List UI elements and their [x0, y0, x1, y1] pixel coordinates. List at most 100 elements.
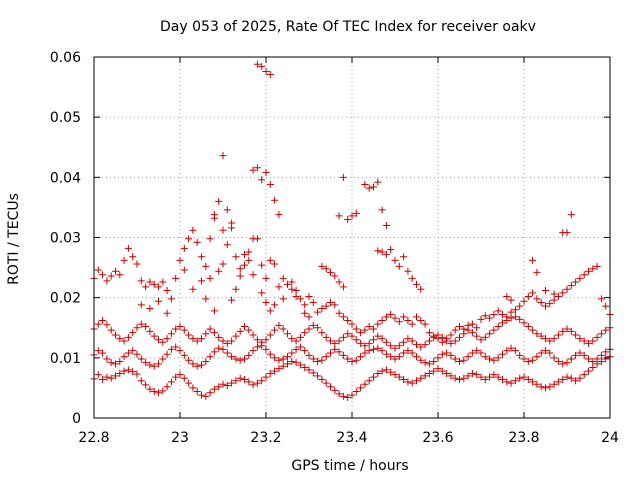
- data-point: [193, 388, 201, 396]
- data-point: [370, 345, 377, 353]
- data-point: [533, 380, 541, 388]
- data-point: [361, 380, 369, 388]
- data-point: [305, 313, 313, 321]
- data-point: [503, 347, 511, 355]
- data-point: [473, 347, 481, 355]
- data-point: [395, 262, 403, 270]
- data-point: [120, 353, 128, 361]
- data-point: [335, 278, 343, 286]
- data-point: [232, 285, 240, 293]
- data-point: [275, 321, 283, 329]
- data-point: [559, 289, 567, 297]
- data-point: [279, 295, 287, 303]
- data-point: [331, 386, 339, 394]
- data-point: [576, 335, 584, 343]
- data-point: [486, 355, 494, 363]
- data-point: [404, 378, 412, 386]
- data-point: [348, 212, 356, 220]
- data-point: [120, 367, 128, 375]
- data-point: [567, 355, 575, 363]
- data-point: [245, 326, 253, 334]
- data-point: [597, 351, 605, 359]
- data-point: [567, 374, 575, 382]
- data-point: [292, 337, 300, 345]
- data-point: [103, 373, 111, 381]
- data-point: [223, 339, 231, 347]
- data-point: [327, 268, 334, 276]
- data-point: [266, 331, 274, 339]
- data-point: [391, 371, 399, 379]
- data-point: [408, 349, 416, 357]
- data-point: [348, 357, 356, 365]
- data-point: [120, 256, 128, 264]
- data-point: [335, 309, 343, 317]
- data-point: [352, 209, 360, 217]
- data-point: [210, 214, 218, 222]
- data-point: [253, 235, 261, 243]
- chart-title: Day 053 of 2025, Rate Of TEC Index for r…: [160, 19, 536, 35]
- data-point: [137, 301, 145, 309]
- data-point: [443, 349, 451, 357]
- data-point: [146, 327, 154, 335]
- data-point: [288, 278, 296, 286]
- data-point: [378, 248, 386, 256]
- data-point: [580, 351, 588, 359]
- data-point: [198, 361, 205, 369]
- data-point: [271, 367, 279, 375]
- data-point: [309, 369, 317, 377]
- data-point: [585, 267, 592, 275]
- data-point: [425, 337, 433, 345]
- data-point: [215, 344, 223, 352]
- data-point: [511, 306, 519, 314]
- data-point: [520, 319, 528, 327]
- data-point: [602, 355, 610, 363]
- data-point: [262, 336, 270, 344]
- data-point: [314, 308, 322, 316]
- data-point: [322, 353, 330, 361]
- data-point: [542, 384, 549, 392]
- data-point: [228, 296, 236, 304]
- data-point: [481, 312, 489, 320]
- data-point: [554, 292, 562, 300]
- data-point: [585, 355, 592, 363]
- data-point: [503, 378, 511, 386]
- data-point: [327, 383, 334, 391]
- data-point: [322, 265, 330, 273]
- data-point: [133, 350, 141, 358]
- data-point: [185, 379, 193, 387]
- data-point: [245, 378, 253, 386]
- data-point: [550, 380, 558, 388]
- data-point: [374, 320, 382, 328]
- data-point: [572, 377, 580, 385]
- data-point: [189, 384, 197, 392]
- data-point: [107, 359, 115, 367]
- data-point: [468, 329, 476, 337]
- data-point: [486, 373, 494, 381]
- data-point: [288, 357, 296, 365]
- data-point: [524, 375, 532, 383]
- data-point: [159, 338, 167, 346]
- data-point: [344, 355, 352, 363]
- data-point: [572, 278, 580, 286]
- data-point: [275, 283, 283, 291]
- data-point: [99, 375, 107, 383]
- data-point: [477, 336, 485, 344]
- data-points: [90, 60, 614, 402]
- data-point: [124, 333, 132, 341]
- data-point: [133, 324, 141, 332]
- data-point: [404, 267, 412, 275]
- data-point: [241, 323, 248, 331]
- data-point: [305, 351, 313, 359]
- data-point: [318, 329, 326, 337]
- data-point: [507, 308, 515, 316]
- data-point: [185, 331, 193, 339]
- data-point: [296, 295, 304, 303]
- data-point: [107, 272, 115, 280]
- data-point: [404, 335, 412, 343]
- data-point: [490, 371, 498, 379]
- data-point: [318, 304, 326, 312]
- data-point: [202, 330, 210, 338]
- data-point: [524, 323, 532, 331]
- data-point: [318, 356, 326, 364]
- data-point: [494, 373, 502, 381]
